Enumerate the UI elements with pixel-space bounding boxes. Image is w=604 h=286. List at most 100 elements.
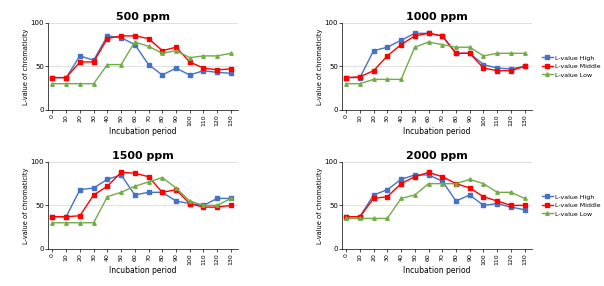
L-value Middle (397, 43, 405, 46)
L-value Middle (90, 60, 97, 64)
Line: L-value Low: L-value Low (344, 178, 527, 220)
L-value Low (172, 186, 179, 190)
L-value High (493, 66, 501, 70)
L-value High (480, 204, 487, 207)
Line: L-value High: L-value High (51, 34, 233, 79)
L-value Low (439, 43, 446, 46)
L-value Middle (425, 31, 432, 35)
L-value High (452, 199, 460, 203)
L-value Middle (370, 197, 378, 200)
L-value High (507, 205, 515, 209)
L-value High (49, 215, 56, 219)
L-value Low (466, 178, 474, 181)
L-value High (214, 197, 221, 200)
Y-axis label: L-value of chromaticity: L-value of chromaticity (317, 28, 323, 104)
L-value Low (480, 182, 487, 185)
L-value Middle (452, 182, 460, 185)
Y-axis label: L-value of chromaticity: L-value of chromaticity (317, 167, 323, 244)
L-value Low (76, 82, 83, 86)
Y-axis label: L-value of chromaticity: L-value of chromaticity (24, 28, 29, 104)
L-value High (200, 204, 207, 207)
L-value Low (214, 54, 221, 57)
L-value High (186, 73, 193, 77)
L-value Middle (117, 171, 124, 174)
L-value High (145, 63, 152, 66)
L-value Low (521, 197, 528, 200)
L-value Middle (425, 171, 432, 174)
L-value Middle (342, 215, 350, 219)
L-value Middle (159, 49, 166, 52)
L-value Middle (145, 37, 152, 40)
L-value Low (370, 78, 378, 81)
L-value Low (159, 51, 166, 55)
L-value Low (131, 40, 138, 44)
L-value Middle (411, 175, 419, 178)
L-value Low (145, 180, 152, 184)
L-value High (384, 188, 391, 191)
L-value Middle (172, 45, 179, 49)
L-value Low (466, 45, 474, 49)
L-value Middle (397, 182, 405, 185)
L-value Middle (356, 75, 364, 78)
L-value Middle (480, 66, 487, 70)
L-value High (466, 193, 474, 197)
L-value Low (397, 78, 405, 81)
L-value Middle (493, 199, 501, 203)
L-value High (370, 49, 378, 52)
L-value High (521, 208, 528, 211)
L-value Middle (104, 37, 111, 40)
L-value Low (356, 82, 364, 86)
Legend: L-value High, L-value Middle, L-value Low: L-value High, L-value Middle, L-value Lo… (541, 54, 602, 79)
L-value High (63, 76, 70, 79)
L-value High (117, 36, 124, 39)
L-value Middle (214, 68, 221, 72)
L-value Low (200, 204, 207, 207)
L-value Middle (521, 65, 528, 68)
L-value Low (452, 182, 460, 185)
L-value Middle (145, 175, 152, 178)
L-value Middle (466, 51, 474, 55)
L-value High (439, 34, 446, 38)
Legend: L-value High, L-value Middle, L-value Low: L-value High, L-value Middle, L-value Lo… (541, 193, 602, 218)
L-value Low (104, 63, 111, 66)
L-value High (90, 186, 97, 190)
L-value High (493, 202, 501, 205)
Line: L-value Middle: L-value Middle (51, 171, 233, 219)
L-value Middle (342, 76, 350, 79)
L-value High (397, 178, 405, 181)
L-value Low (200, 54, 207, 57)
X-axis label: Incubation period: Incubation period (109, 127, 177, 136)
Title: 500 ppm: 500 ppm (116, 12, 170, 22)
L-value Middle (466, 186, 474, 190)
L-value High (425, 173, 432, 177)
L-value High (104, 34, 111, 38)
L-value Middle (131, 172, 138, 175)
L-value Middle (214, 205, 221, 209)
L-value Middle (507, 69, 515, 72)
L-value High (63, 215, 70, 219)
X-axis label: Incubation period: Incubation period (403, 127, 471, 136)
L-value Low (493, 190, 501, 194)
L-value Middle (117, 34, 124, 38)
L-value Middle (521, 204, 528, 207)
L-value Low (521, 51, 528, 55)
L-value High (49, 76, 56, 79)
L-value Low (397, 197, 405, 200)
L-value High (439, 179, 446, 183)
L-value High (159, 190, 166, 194)
L-value High (397, 39, 405, 42)
L-value High (356, 215, 364, 219)
L-value Low (117, 190, 124, 194)
L-value High (200, 69, 207, 72)
L-value Low (63, 221, 70, 225)
Line: L-value High: L-value High (51, 173, 233, 219)
L-value Low (159, 176, 166, 179)
L-value Middle (131, 34, 138, 38)
L-value Middle (227, 204, 234, 207)
L-value Low (76, 221, 83, 225)
L-value High (425, 31, 432, 35)
L-value High (342, 215, 350, 219)
L-value Middle (370, 69, 378, 72)
L-value Low (214, 204, 221, 207)
L-value High (172, 199, 179, 203)
